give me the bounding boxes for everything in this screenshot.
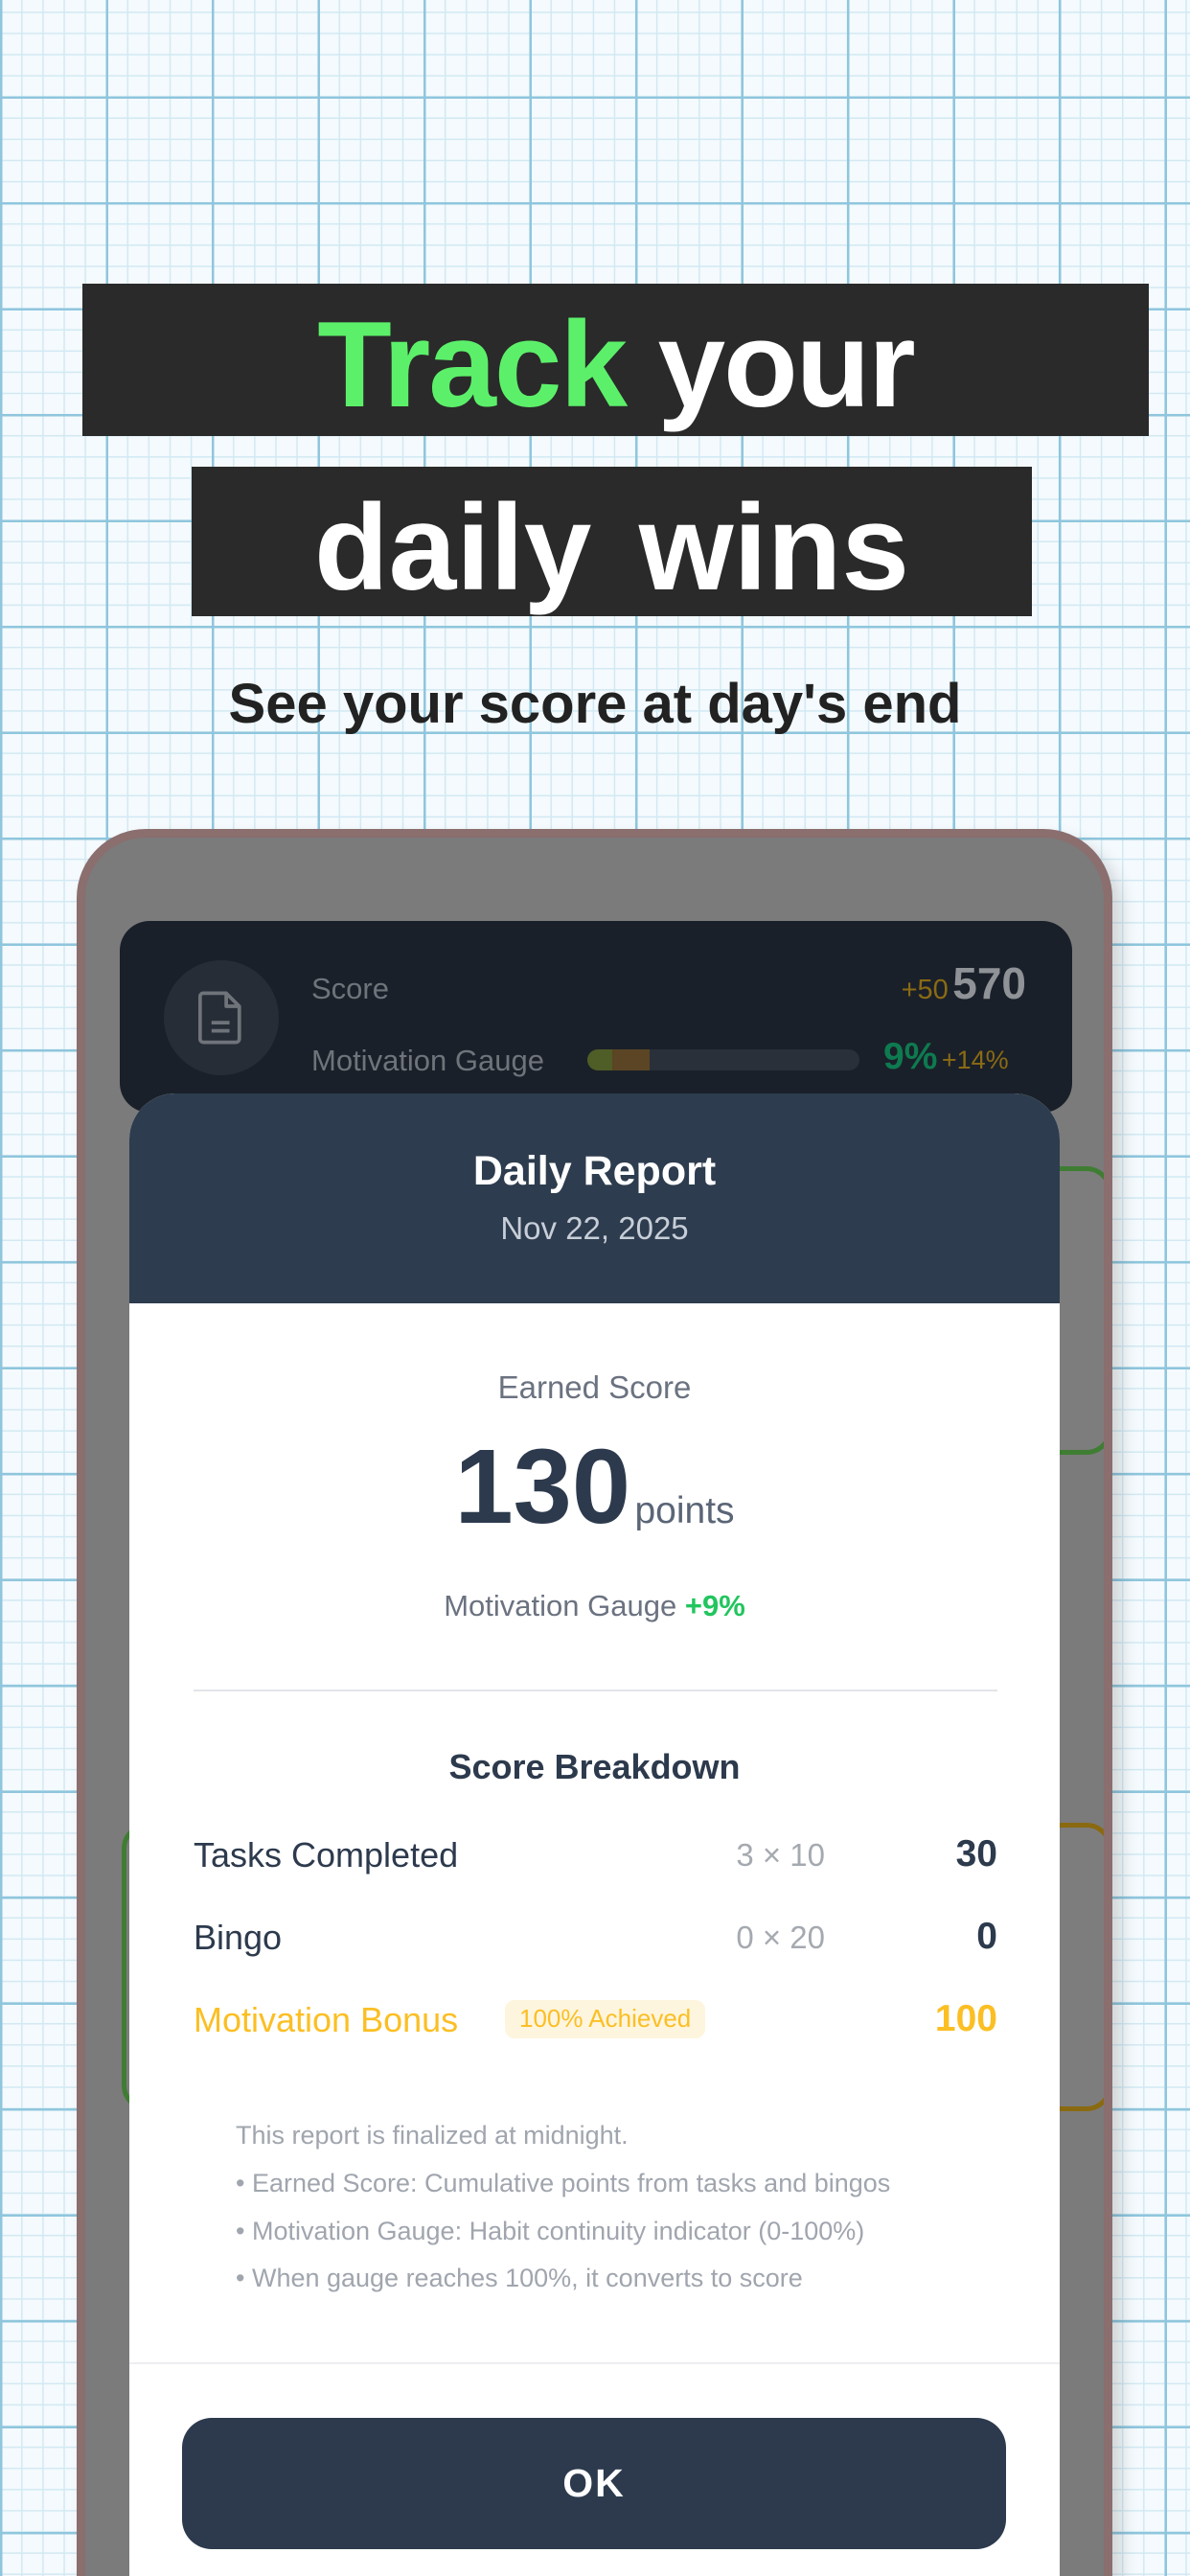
row-formula: 3 × 10 [736, 1837, 825, 1873]
row-formula: 0 × 20 [736, 1920, 825, 1955]
gauge-change-label: Motivation Gauge [444, 1589, 677, 1622]
document-icon [164, 960, 279, 1075]
achieved-badge: 100% Achieved [505, 2000, 706, 2038]
ok-button[interactable]: OK [182, 2418, 1006, 2549]
breakdown-row-bingo: Bingo 0 × 20 0 [194, 1916, 997, 1967]
headline-word: your [657, 296, 915, 432]
row-value: 0 [976, 1916, 997, 1957]
earned-score-label: Earned Score [497, 1369, 692, 1405]
note: • Earned Score: Cumulative points from t… [236, 2169, 891, 2197]
dialog-title: Daily Report [472, 1148, 717, 1194]
daily-report-dialog: Daily Report Nov 22, 2025 Earned Score 1… [129, 1093, 1060, 2576]
breakdown-row-tasks: Tasks Completed 3 × 10 30 [194, 1833, 997, 1885]
gauge-delta-fill [611, 1049, 651, 1070]
divider [129, 2362, 1060, 2364]
score-value: 570 [952, 958, 1026, 1008]
dialog-header: Daily Report Nov 22, 2025 [129, 1093, 1060, 1303]
report-date: Nov 22, 2025 [500, 1210, 689, 1246]
motivation-gauge-bar [587, 1049, 859, 1070]
score-delta: +50 [901, 975, 949, 1005]
breakdown-title: Score Breakdown [448, 1747, 741, 1786]
gauge-fill [587, 1049, 612, 1070]
note: This report is finalized at midnight. [236, 2121, 629, 2150]
breakdown-row-bonus: Motivation Bonus 100% Achieved 100 [194, 1998, 997, 2050]
earned-score-value: 130 [454, 1428, 630, 1546]
subtitle: See your score at day's end [228, 673, 962, 735]
row-value: 30 [955, 1833, 997, 1874]
gauge-change: Motivation Gauge +9% [129, 1589, 1060, 1623]
divider [194, 1690, 997, 1691]
headline-line-1: Track your [82, 284, 1149, 436]
score-readout: +50 570 [902, 958, 1026, 1009]
row-label: Motivation Bonus [194, 2000, 459, 2039]
gauge-label: Motivation Gauge [311, 1044, 544, 1077]
gauge-change-value: +9% [684, 1589, 745, 1622]
headline-line-2: daily wins [192, 467, 1032, 616]
row-value: 100 [934, 1998, 997, 2039]
gauge-percent: 9% [883, 1036, 938, 1077]
row-label: Bingo [194, 1918, 283, 1957]
earned-score-unit: points [634, 1490, 735, 1531]
row-label: Tasks Completed [194, 1835, 459, 1874]
headline-accent: Track [317, 296, 628, 432]
gauge-readout: 9% +14% [883, 1036, 1009, 1079]
note: • When gauge reaches 100%, it converts t… [236, 2264, 803, 2292]
score-label: Score [311, 972, 389, 1005]
gauge-delta: +14% [941, 1046, 1009, 1074]
earned-score: 130 points [129, 1427, 1060, 1549]
note: • Motivation Gauge: Habit continuity ind… [236, 2217, 865, 2245]
